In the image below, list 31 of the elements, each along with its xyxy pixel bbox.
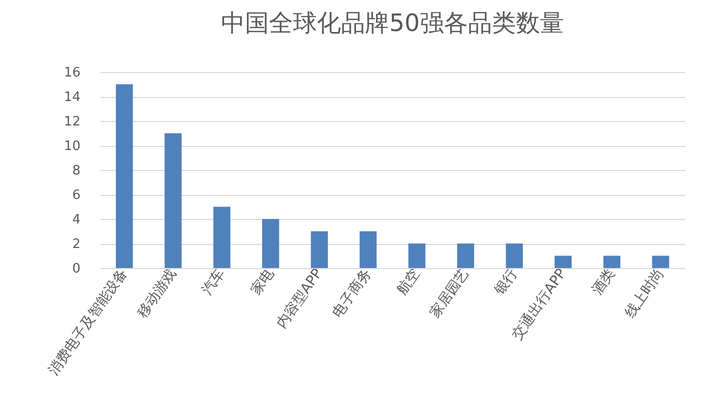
bar bbox=[360, 231, 377, 268]
bar bbox=[603, 256, 620, 268]
bar bbox=[506, 244, 523, 268]
bar bbox=[310, 231, 328, 268]
chart-title: 中国全球化品牌50强各品类数量 bbox=[221, 9, 564, 37]
y-tick-label: 0 bbox=[72, 262, 80, 276]
x-tick-label: 汽车 bbox=[199, 266, 228, 298]
x-tick-label: 家居园艺 bbox=[426, 266, 472, 321]
bar bbox=[116, 84, 133, 268]
y-tick-label: 2 bbox=[72, 237, 80, 252]
y-tick-label: 16 bbox=[64, 66, 80, 80]
x-tick-label: 银行 bbox=[491, 266, 521, 299]
bar bbox=[213, 206, 230, 268]
y-tick-label: 12 bbox=[64, 114, 80, 130]
bar bbox=[554, 256, 572, 268]
bar bbox=[652, 256, 670, 268]
y-tick-label: 4 bbox=[72, 212, 80, 228]
y-tick-label: 10 bbox=[64, 139, 80, 154]
x-tick-label: 酒类 bbox=[589, 266, 618, 298]
x-tick-label: 家电 bbox=[248, 266, 278, 298]
x-tick-label: 航空 bbox=[394, 266, 424, 298]
bar bbox=[457, 244, 474, 268]
bar bbox=[164, 133, 182, 268]
x-tick-label: 线上时尚 bbox=[622, 266, 668, 321]
y-tick-label: 14 bbox=[64, 90, 80, 105]
y-tick-label: 6 bbox=[72, 188, 80, 203]
x-tick-label: 移动游戏 bbox=[134, 266, 180, 321]
y-tick-label: 8 bbox=[72, 164, 80, 178]
bar bbox=[262, 219, 280, 268]
bar bbox=[408, 244, 426, 268]
x-tick-label: 电子商务 bbox=[329, 266, 375, 321]
